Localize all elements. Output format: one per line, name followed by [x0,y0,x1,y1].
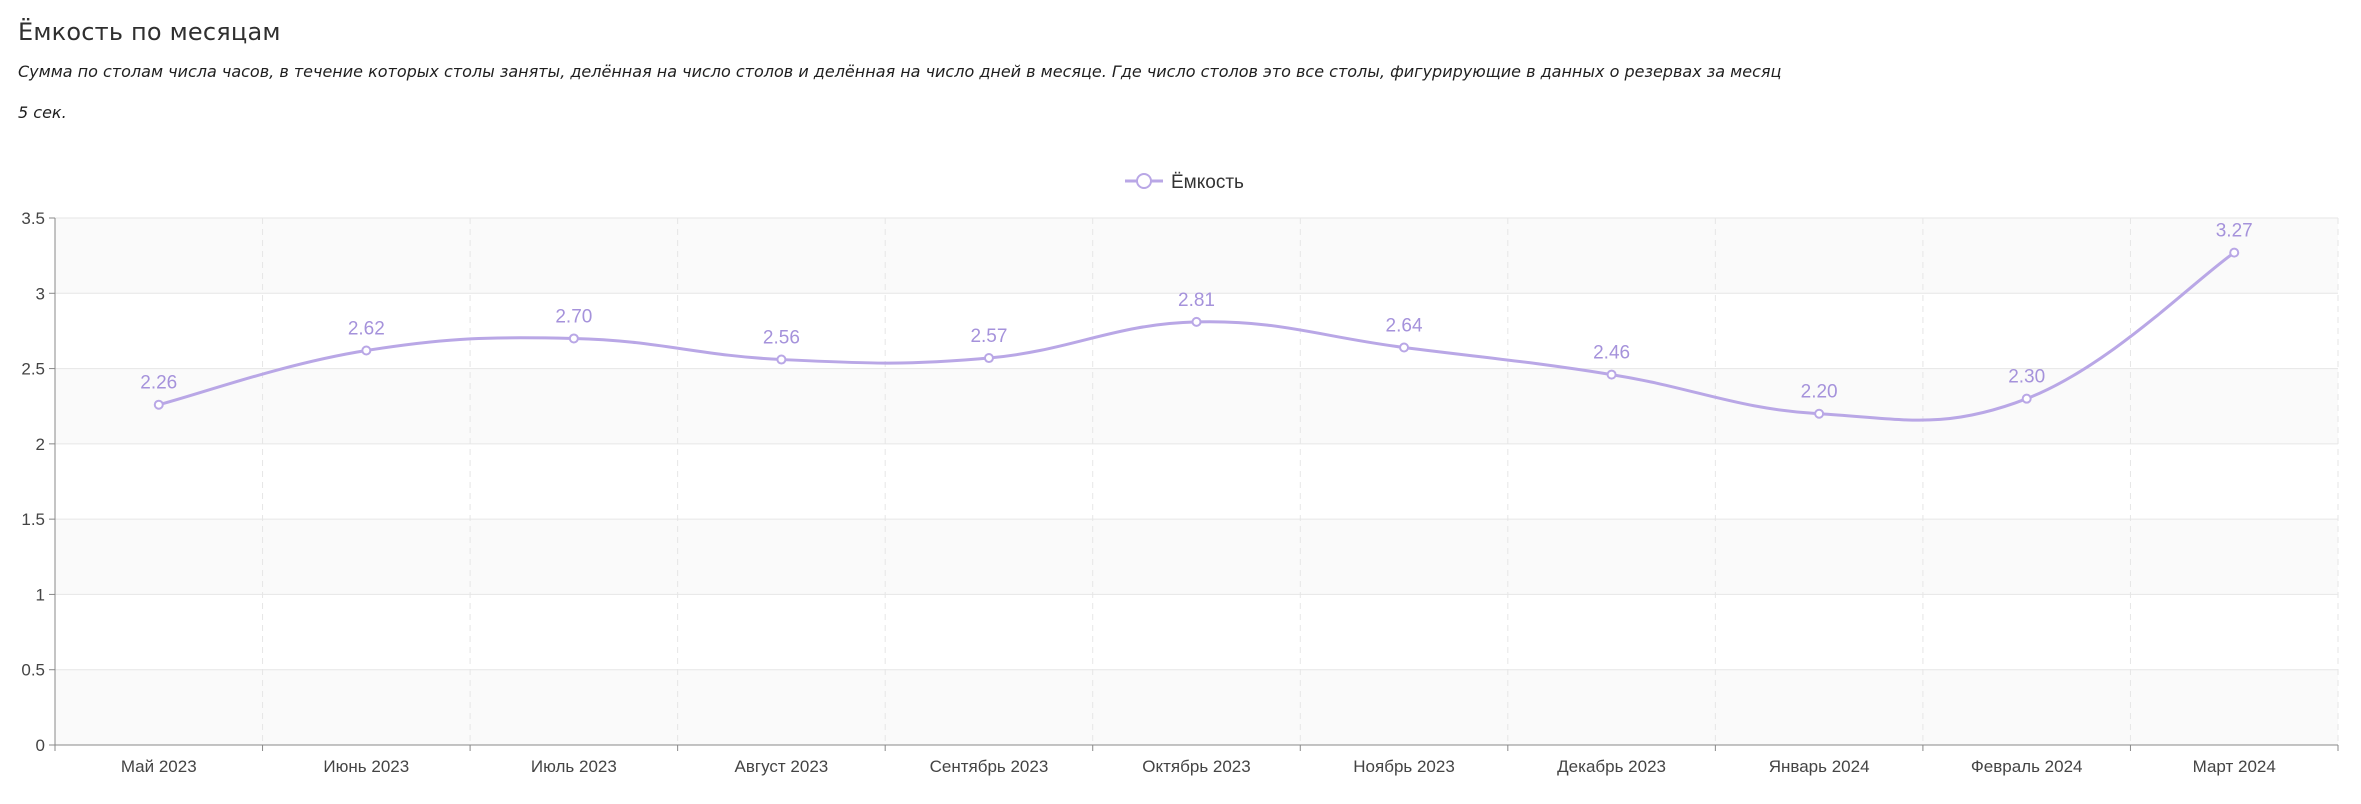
data-point [153,399,164,410]
y-tick-label: 1 [36,585,45,604]
query-duration: 5 сек. [18,103,67,122]
data-label: 2.26 [140,373,177,394]
y-tick-label: 3 [36,284,45,303]
data-label: 2.20 [1801,382,1838,403]
x-tick-label: Июнь 2023 [323,757,409,776]
grid-band [55,368,2338,444]
data-label: 2.64 [1386,315,1423,336]
data-point [1814,408,1825,419]
data-label: 2.81 [1178,290,1215,311]
data-point [2021,393,2032,404]
data-label: 2.62 [348,319,385,340]
grid-band [55,218,2338,294]
y-tick-label: 2.5 [21,360,45,379]
y-tick-label: 1.5 [21,510,45,529]
data-point [1606,369,1617,380]
grid-band [55,519,2338,595]
data-label: 3.27 [2216,221,2253,242]
x-tick-label: Сентябрь 2023 [930,757,1049,776]
y-tick-label: 3.5 [21,209,45,228]
x-tick-label: Март 2024 [2193,757,2276,776]
data-label: 2.57 [970,326,1007,347]
data-point [2229,247,2240,258]
x-tick-label: Октябрь 2023 [1142,757,1250,776]
x-tick-label: Май 2023 [121,757,197,776]
y-tick-label: 2 [36,435,45,454]
data-point [776,354,787,365]
data-label: 2.70 [555,306,592,327]
y-tick-label: 0 [36,736,45,755]
legend-marker-icon [1136,173,1152,189]
y-tick-label: 0.5 [21,661,45,680]
data-label: 2.46 [1593,343,1630,364]
chart-title: Ёмкость по месяцам [18,18,281,46]
x-tick-label: Февраль 2024 [1971,757,2083,776]
data-label: 2.30 [2008,367,2045,388]
data-point [361,345,372,356]
legend-label: Ёмкость [1171,172,1244,193]
data-point [568,333,579,344]
grid-band [55,669,2338,745]
x-tick-label: Декабрь 2023 [1557,757,1666,776]
data-point [983,353,994,364]
chart-header: Ёмкость по месяцам Сумма по столам числа… [18,12,2338,122]
data-point [1191,316,1202,327]
x-tick-label: Август 2023 [735,757,829,776]
chart-description: Сумма по столам числа часов, в течение к… [18,62,1782,81]
data-point [1399,342,1410,353]
x-tick-label: Ноябрь 2023 [1353,757,1455,776]
data-label: 2.56 [763,328,800,349]
x-tick-label: Июль 2023 [531,757,617,776]
x-tick-label: Январь 2024 [1769,757,1870,776]
